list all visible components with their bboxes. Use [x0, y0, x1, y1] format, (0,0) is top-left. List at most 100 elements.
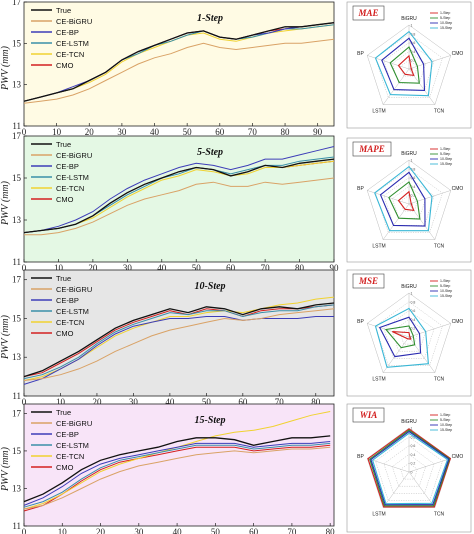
series-line-true — [23, 435, 331, 503]
radar-axis-label: TCN — [434, 243, 445, 249]
radar-spoke — [367, 55, 410, 70]
y-tick-label: 15 — [12, 313, 22, 323]
series-line-ce-bp — [23, 441, 331, 506]
x-tick-label: 0 — [22, 397, 27, 407]
radar-title: WIA — [360, 410, 378, 420]
panel-title: 15-Step — [194, 415, 225, 426]
radar-series-15-step — [371, 432, 449, 505]
radar-title-box — [352, 273, 385, 289]
radar-tick-label: 0.8 — [411, 167, 416, 171]
radar-axis-label: TCN — [434, 376, 445, 382]
y-tick-label: 15 — [12, 173, 22, 183]
radar-series-10-step — [379, 171, 426, 227]
radar-axis-label: CMO — [452, 319, 464, 325]
radar-tick-label: 0.6 — [411, 444, 416, 448]
legend-label: True — [56, 408, 71, 417]
series-line-ce-lstm — [23, 304, 335, 380]
radar-tick-label: 0.4 — [411, 185, 416, 189]
radar-spoke — [408, 190, 451, 205]
radar-tick-label: 0 — [411, 471, 413, 475]
x-tick-label: 60 — [238, 397, 248, 407]
radar-grid-ring — [392, 51, 426, 84]
radar-grid-ring — [366, 292, 452, 373]
radar-tick-label: 0.6 — [411, 309, 416, 313]
legend-label: CE-LSTM — [56, 39, 89, 48]
legend: True CE-BiGRU CE-BP CE-LSTM CE-TCN CMO — [31, 274, 92, 338]
x-tick-label: 80 — [326, 527, 336, 534]
legend-label: CE-BiGRU — [56, 151, 92, 160]
x-tick-label: 50 — [202, 397, 212, 407]
plot-area — [23, 403, 335, 527]
radar-axis-label: BiGRU — [401, 284, 417, 290]
legend-label: CMO — [56, 61, 74, 70]
legend-label: CE-BiGRU — [56, 17, 92, 26]
y-axis-label: PWV (mm) — [0, 314, 11, 360]
y-tick-label: 11 — [12, 121, 21, 131]
radar-series-5-step — [389, 46, 420, 84]
radar-panel-mse: BiGRU CMO TCN LSTM BP 0 0.2 0.4 0.6 0.8 1 1-Step5-S… — [346, 269, 472, 397]
radar-axis-label: BiGRU — [401, 419, 417, 425]
radar-axis-label: LSTM — [372, 243, 385, 249]
line-panel-4: 0 10 20 30 40 50 60 70 80 11 13 15 17 PWV (mm) 15-Step… — [0, 403, 336, 534]
x-tick-label: 0 — [22, 527, 27, 534]
x-tick-label: 60 — [249, 527, 259, 534]
radar-tick-label: 1 — [411, 427, 413, 431]
radar-spoke — [382, 471, 410, 508]
series-line-cmo — [23, 304, 335, 378]
legend-label: CE-LSTM — [56, 441, 89, 450]
legend-label: CMO — [56, 195, 74, 204]
series-line-true — [23, 302, 335, 378]
radar-legend-label: 15-Step — [440, 26, 452, 30]
x-tick-label: 10 — [54, 263, 64, 273]
legend-label: CE-TCN — [56, 318, 84, 327]
radar-tick-label: 0.8 — [411, 435, 416, 439]
radar-title-box — [352, 141, 392, 157]
legend: True CE-BiGRU CE-BP CE-LSTM CE-TCN CMO — [31, 408, 92, 472]
radar-frame — [346, 403, 472, 533]
radar-axis-label: CMO — [452, 454, 464, 460]
radar-grid-ring — [383, 445, 435, 494]
y-tick-label: 11 — [12, 521, 21, 531]
legend-label: CE-BP — [56, 430, 79, 439]
series-line-ce-bigru — [23, 308, 335, 381]
legend: True CE-BiGRU CE-BP CE-LSTM CE-TCN CMO — [31, 6, 92, 70]
radar-frame — [346, 1, 472, 129]
series-line-ce-bigru — [23, 446, 331, 510]
radar-legend-label: 1-Step — [440, 413, 450, 417]
radar-axis-label: TCN — [434, 108, 445, 114]
radar-title-box — [352, 5, 385, 21]
radar-tick-label: 1 — [411, 24, 413, 28]
y-tick-label: 17 — [12, 0, 22, 7]
radar-tick-label: 0.6 — [411, 41, 416, 45]
radar-grid-ring — [392, 319, 426, 352]
plot-area — [23, 269, 335, 397]
y-axis-label: PWV (mm) — [0, 446, 11, 492]
radar-series-5-step — [384, 325, 416, 349]
series-line-true — [23, 22, 335, 102]
x-tick-label: 40 — [173, 527, 183, 534]
radar-tick-label: 0.8 — [411, 32, 416, 36]
x-tick-label: 40 — [150, 127, 160, 137]
x-tick-label: 30 — [123, 263, 133, 273]
plot-area — [23, 135, 335, 263]
radar-title: MAPE — [358, 144, 385, 154]
x-tick-label: 30 — [129, 397, 139, 407]
radar-spoke — [367, 458, 410, 473]
radar-grid-ring — [375, 436, 443, 501]
radar-axis-label: LSTM — [372, 108, 385, 114]
legend-label: CE-LSTM — [56, 307, 89, 316]
radar-series-1-step — [397, 54, 415, 77]
radar-tick-label: 0.8 — [411, 300, 416, 304]
x-tick-label: 40 — [157, 263, 167, 273]
series-line-cmo — [23, 444, 331, 512]
x-tick-label: 30 — [134, 527, 144, 534]
x-tick-label: 50 — [183, 127, 193, 137]
y-tick-label: 11 — [12, 391, 21, 401]
radar-axis-label: BP — [357, 51, 364, 57]
legend-label: CE-BP — [56, 162, 79, 171]
radar-series-1-step — [367, 428, 452, 508]
radar-series-15-step — [374, 165, 433, 232]
x-tick-label: 0 — [22, 263, 27, 273]
